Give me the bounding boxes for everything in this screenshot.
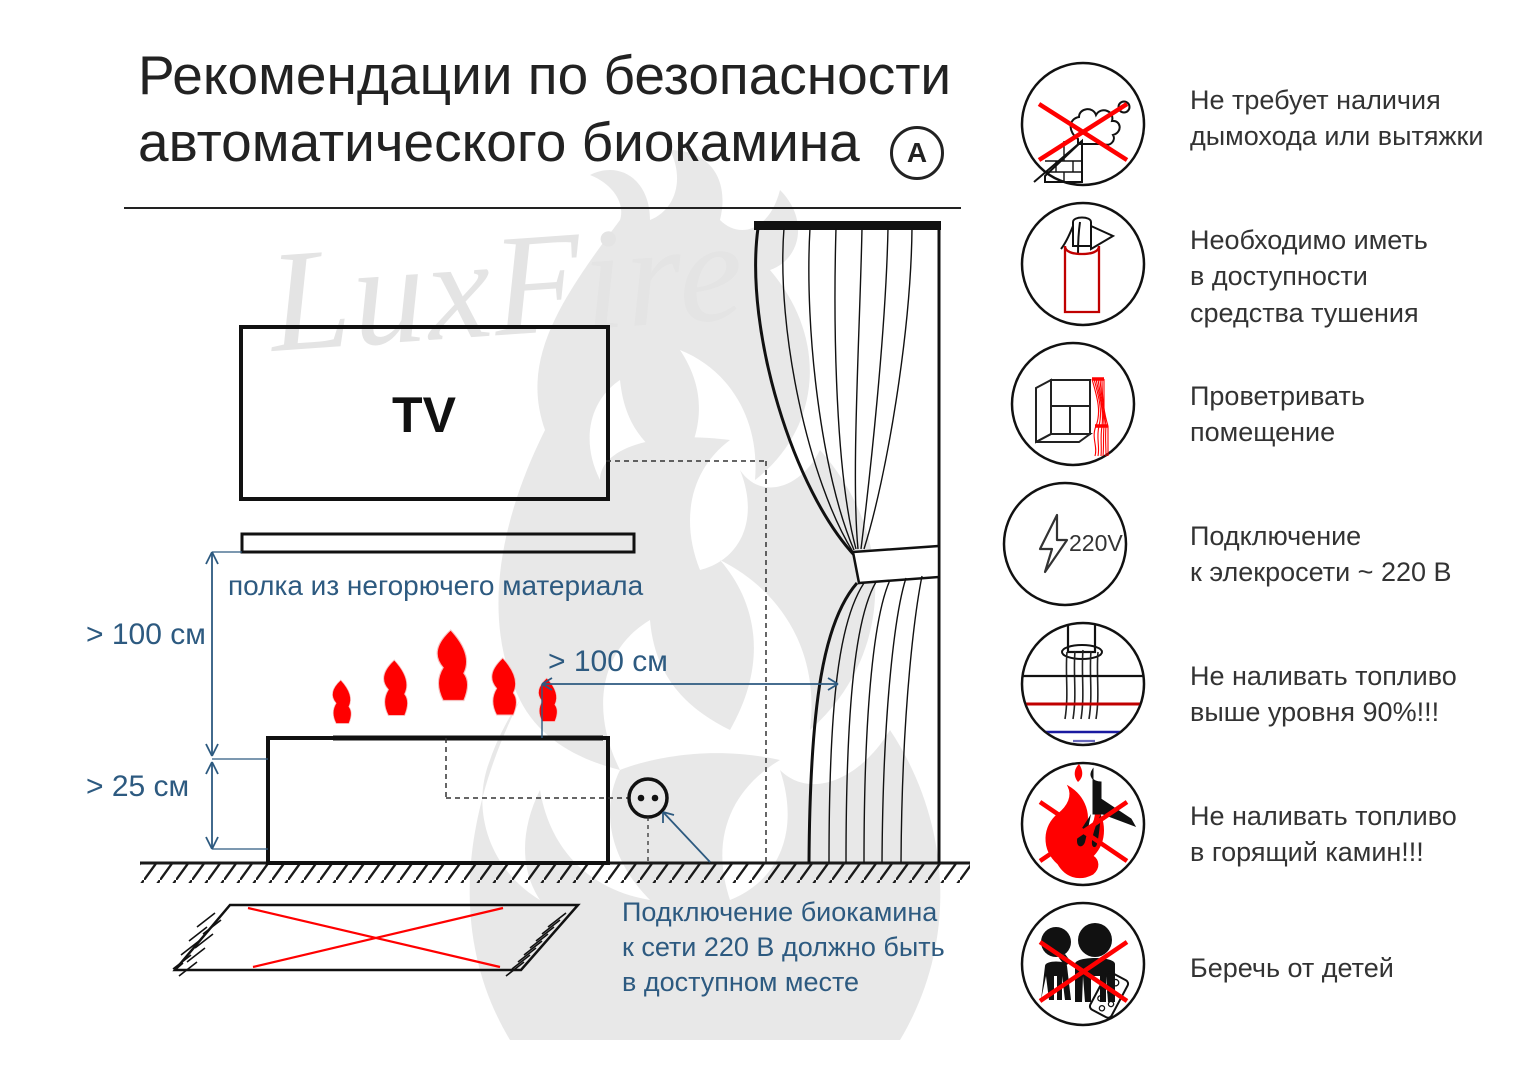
svg-text:220V: 220V — [1069, 530, 1123, 556]
